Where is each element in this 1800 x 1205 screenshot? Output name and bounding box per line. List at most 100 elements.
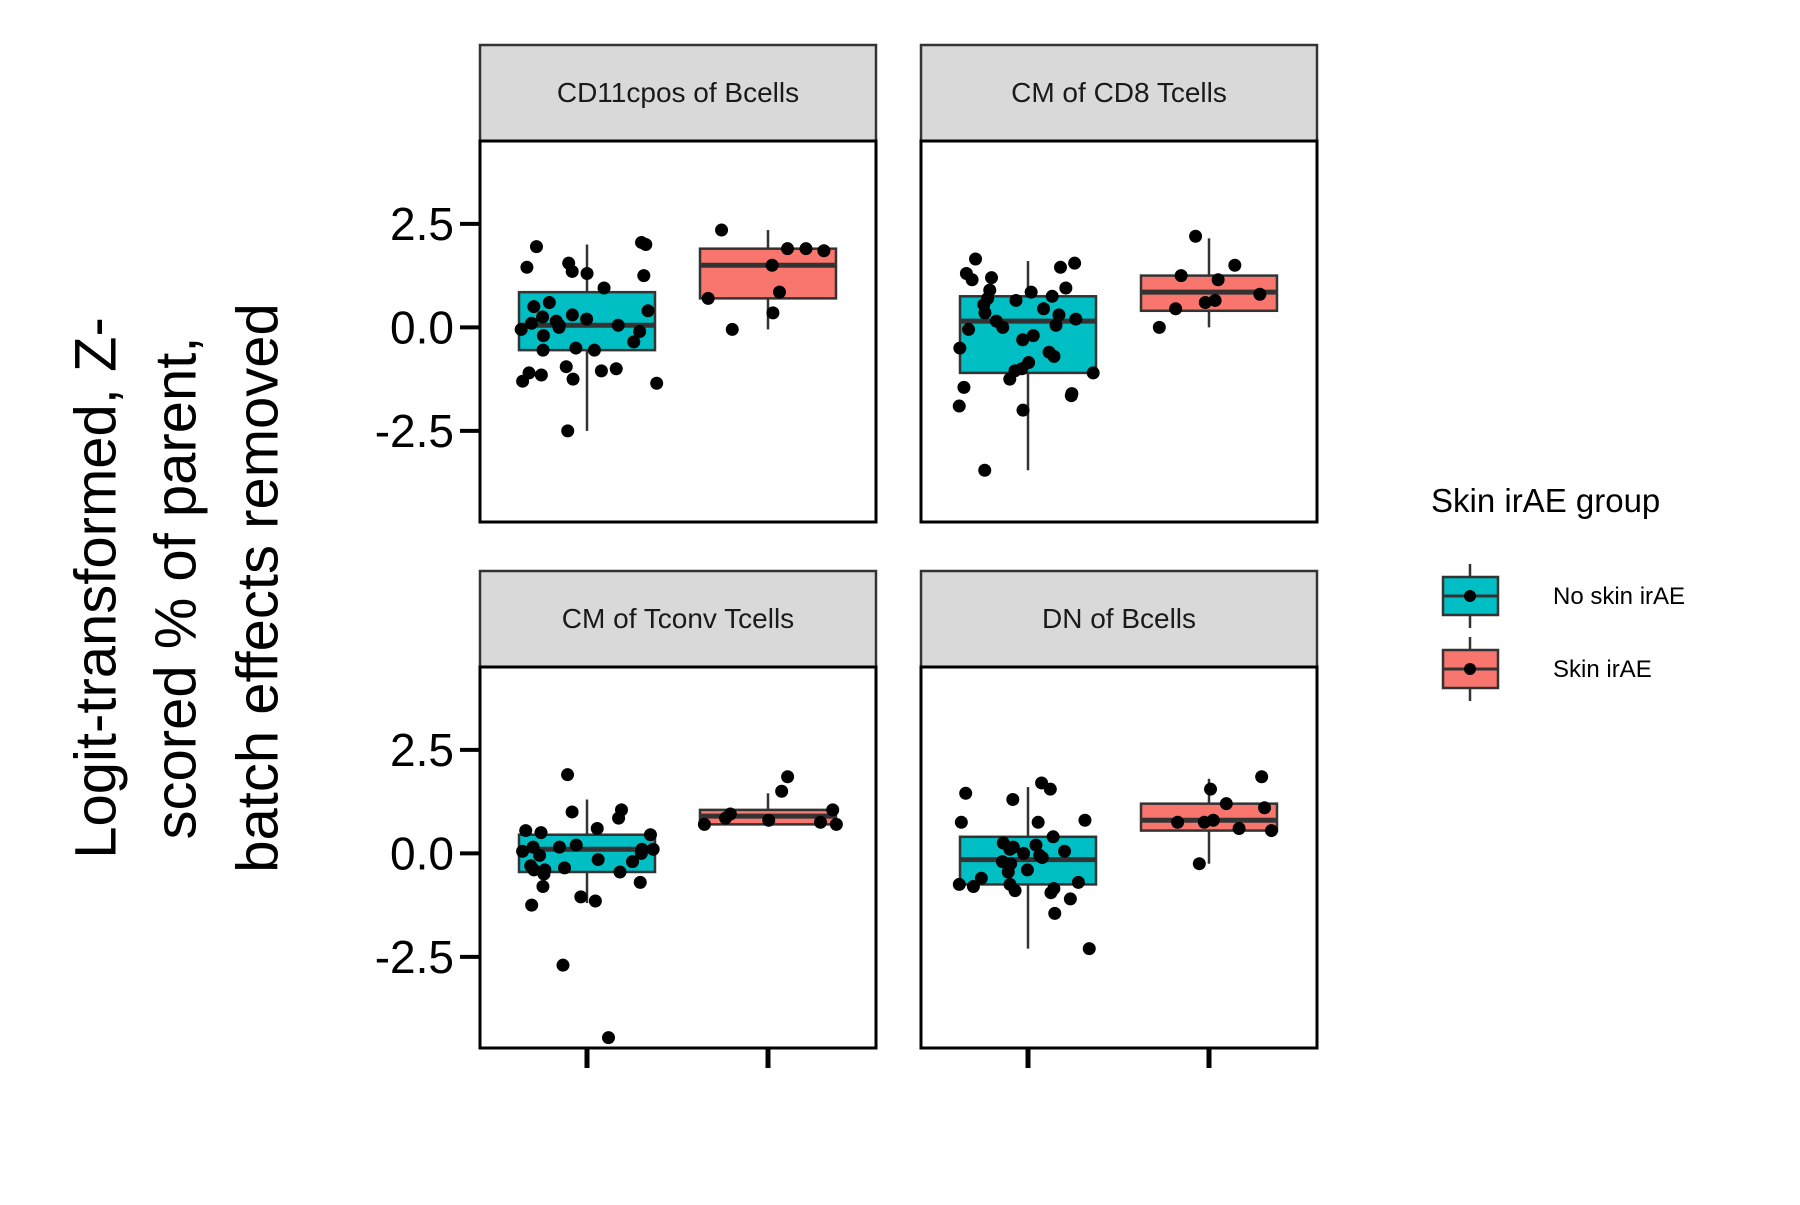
data-point [650, 376, 664, 390]
data-point [1258, 801, 1272, 815]
data-point [954, 815, 968, 829]
facet-panel: CD11cpos of Bcells 2.5 0.0 -2.5 [375, 43, 878, 524]
box-group [1139, 229, 1279, 334]
data-point [781, 770, 795, 784]
data-point [566, 372, 580, 386]
data-point [1204, 782, 1218, 796]
data-point [1001, 865, 1015, 879]
data-point [765, 258, 779, 272]
box-group [952, 776, 1098, 956]
facet-strip [478, 43, 878, 143]
data-point [826, 803, 840, 817]
data-point [978, 463, 992, 477]
data-point [569, 838, 583, 852]
data-point [1043, 782, 1057, 796]
y-tick-label: -2.5 [375, 405, 454, 457]
data-point [613, 865, 627, 879]
data-point [701, 291, 715, 305]
data-point [1054, 260, 1068, 274]
data-point [1082, 942, 1096, 956]
y-axis-title-line-1: Logit-transformed, Z- [63, 317, 128, 859]
data-point [1049, 318, 1063, 332]
data-point [1058, 844, 1072, 858]
legend-label-no-skin-irae: No skin irAE [1553, 583, 1685, 610]
data-point [591, 853, 605, 867]
data-point [609, 362, 623, 376]
data-point [565, 805, 579, 819]
facet-panels: CD11cpos of Bcells 2.5 0.0 -2.5 CM of CD8 Tc… [375, 43, 1319, 1068]
legend-title: Skin irAE group [1431, 482, 1660, 519]
data-point [1017, 846, 1031, 860]
data-point [527, 863, 541, 877]
data-point [725, 322, 739, 336]
data-point [594, 364, 608, 378]
data-point [762, 813, 776, 827]
data-point [1211, 273, 1225, 287]
data-point [534, 368, 548, 382]
data-point [978, 306, 992, 320]
data-point [558, 861, 572, 875]
data-point [1035, 851, 1049, 864]
data-point [715, 223, 729, 237]
data-point [1174, 269, 1188, 283]
data-point [561, 768, 575, 782]
facet-strip [919, 43, 1319, 143]
data-point [525, 898, 539, 912]
y-tick-label: 2.5 [390, 198, 454, 250]
data-point [612, 811, 626, 825]
data-point [1253, 287, 1267, 301]
data-point [799, 242, 813, 256]
data-point [1016, 403, 1030, 417]
data-point [1045, 289, 1059, 303]
data-point [542, 296, 556, 310]
data-point [559, 360, 573, 374]
data-point [520, 260, 534, 274]
data-point [1069, 312, 1083, 326]
data-point [561, 424, 575, 438]
box-group [697, 770, 843, 831]
data-point [1006, 793, 1020, 807]
data-point [516, 844, 530, 858]
data-point [590, 822, 604, 836]
data-point [1169, 302, 1183, 316]
data-point [536, 343, 550, 357]
data-point [1197, 815, 1211, 829]
data-point [781, 242, 795, 256]
data-point [639, 238, 653, 252]
data-point [574, 890, 588, 904]
data-point [519, 824, 533, 838]
data-point [529, 240, 543, 254]
data-point [1016, 333, 1030, 347]
data-point [1047, 349, 1061, 363]
data-point [587, 343, 601, 357]
data-point [597, 281, 611, 295]
data-point [1086, 366, 1100, 380]
box-group [698, 223, 838, 336]
data-point [962, 322, 976, 336]
data-point [1063, 892, 1077, 906]
data-point [633, 875, 647, 889]
data-point [1152, 320, 1166, 334]
data-point [537, 867, 551, 881]
facet-strip-label: CD11cpos of Bcells [557, 77, 799, 108]
data-point [952, 877, 966, 891]
facet-strip [919, 569, 1319, 669]
data-point [534, 826, 548, 840]
data-point [1219, 797, 1233, 811]
data-point [1264, 824, 1278, 838]
facet-strip [478, 569, 878, 669]
data-point [697, 817, 711, 831]
data-point [996, 320, 1010, 334]
data-point [580, 267, 594, 281]
data-point [1029, 838, 1043, 852]
box-group [516, 768, 660, 1045]
data-point [602, 1031, 616, 1045]
data-point [1031, 815, 1045, 829]
data-point [1052, 308, 1066, 322]
data-point [625, 855, 639, 869]
data-point [588, 894, 602, 908]
data-point [627, 335, 641, 349]
data-point [516, 374, 530, 388]
